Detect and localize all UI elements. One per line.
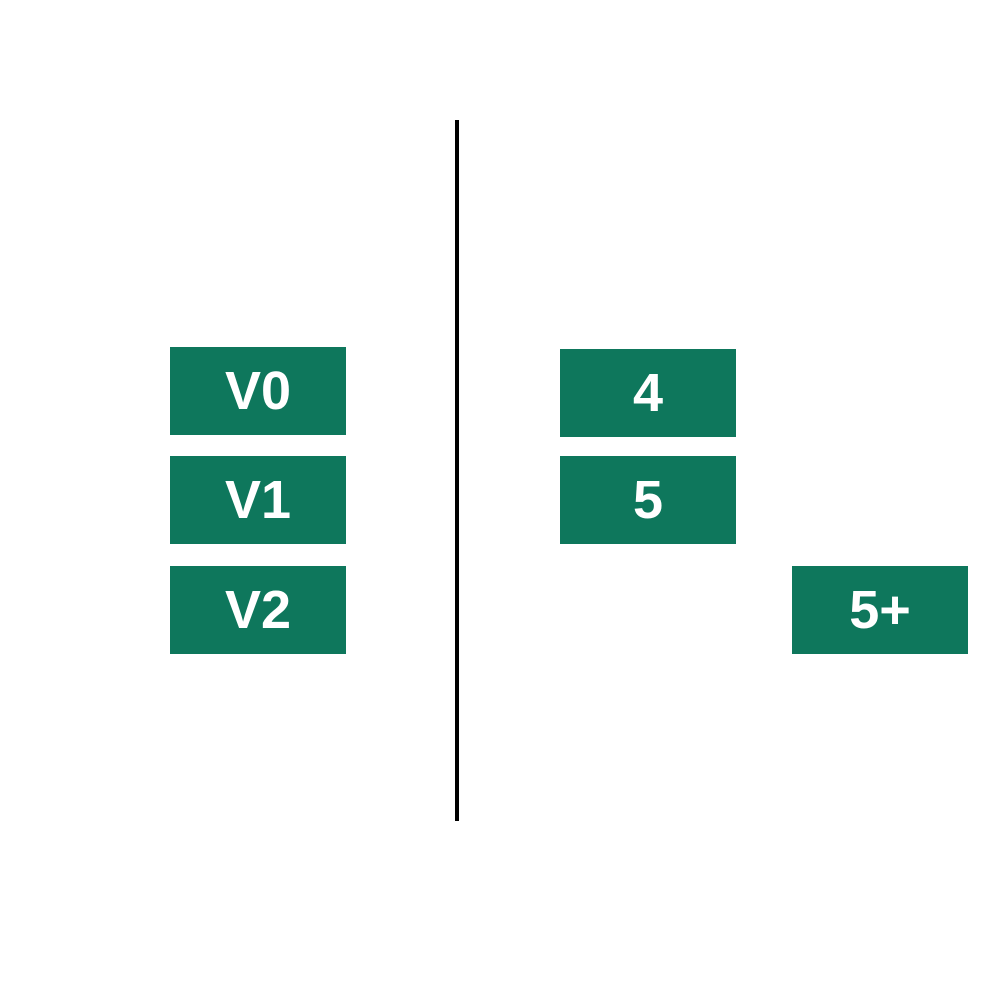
tile-5-plus: 5+ <box>792 566 968 654</box>
tile-4: 4 <box>560 349 736 437</box>
tile-v0: V0 <box>170 347 346 435</box>
tile-5: 5 <box>560 456 736 544</box>
vertical-divider <box>455 120 459 821</box>
tile-v2: V2 <box>170 566 346 654</box>
tile-v1: V1 <box>170 456 346 544</box>
